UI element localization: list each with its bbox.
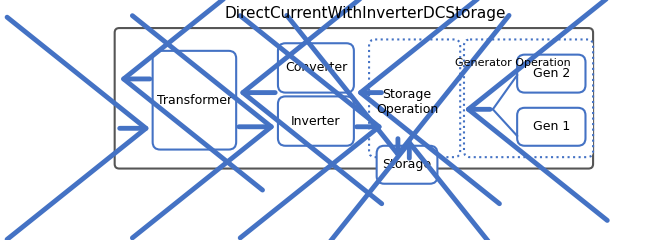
FancyBboxPatch shape xyxy=(464,39,593,157)
FancyBboxPatch shape xyxy=(517,108,585,146)
FancyBboxPatch shape xyxy=(278,96,354,146)
Text: Inverter: Inverter xyxy=(291,114,341,128)
Text: Transformer: Transformer xyxy=(157,94,232,107)
Text: Generator Operation: Generator Operation xyxy=(456,58,571,68)
Text: Storage: Storage xyxy=(383,158,432,171)
FancyBboxPatch shape xyxy=(369,39,460,157)
Text: Gen 2: Gen 2 xyxy=(533,67,570,80)
FancyBboxPatch shape xyxy=(114,28,593,168)
Text: Gen 1: Gen 1 xyxy=(533,120,570,133)
Text: Storage
Operation: Storage Operation xyxy=(376,88,438,116)
FancyBboxPatch shape xyxy=(377,146,438,184)
Text: Converter: Converter xyxy=(285,61,347,74)
FancyBboxPatch shape xyxy=(153,51,236,150)
FancyBboxPatch shape xyxy=(517,55,585,93)
Text: DirectCurrentWithInverterDCStorage: DirectCurrentWithInverterDCStorage xyxy=(224,6,506,21)
FancyBboxPatch shape xyxy=(278,43,354,93)
